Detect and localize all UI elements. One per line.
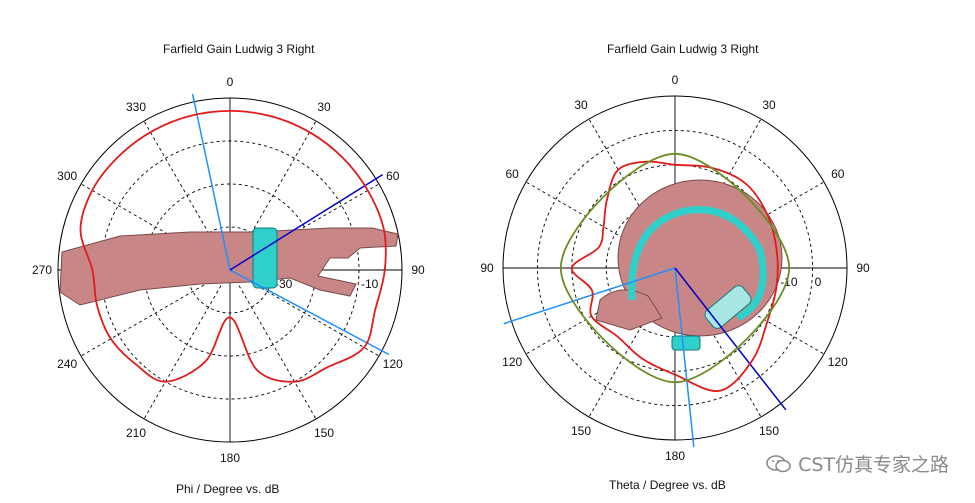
right-angle-label: 120 xyxy=(828,355,848,369)
left-angle-label: 120 xyxy=(383,357,403,371)
right-angle-label: 30 xyxy=(574,98,588,112)
right-angle-label: 60 xyxy=(506,167,520,181)
right-angle-label: 180 xyxy=(665,449,685,463)
left-reference-line xyxy=(191,93,231,271)
wechat-icon xyxy=(766,455,791,473)
right-radial-tick-label: 0 xyxy=(815,275,822,289)
left-angle-label: 60 xyxy=(386,169,400,183)
left-radial-tick-label: -30 xyxy=(275,277,293,291)
left-angle-label: 150 xyxy=(314,426,334,440)
right-plot-title: Farfield Gain Ludwig 3 Right xyxy=(607,42,759,56)
left-grid-spoke xyxy=(80,269,231,357)
left-angle-label: 240 xyxy=(57,357,77,371)
left-series-curve-0 xyxy=(79,109,387,383)
left-grid-spoke xyxy=(143,269,231,420)
left-grid-spoke xyxy=(229,269,380,357)
right-plot-xlabel: Theta / Degree vs. dB xyxy=(609,478,726,492)
device-model xyxy=(704,285,752,329)
left-grid-spoke xyxy=(143,120,231,271)
left-grid-spoke xyxy=(229,269,317,420)
left-plot-title: Farfield Gain Ludwig 3 Right xyxy=(163,42,315,56)
right-reference-line xyxy=(503,267,676,325)
right-grid-spoke xyxy=(588,267,676,418)
right-reference-line xyxy=(674,267,787,411)
left-grid-spoke xyxy=(229,183,380,271)
left-angle-label: 180 xyxy=(220,451,240,465)
left-plot-xlabel: Phi / Degree vs. dB xyxy=(176,482,280,496)
left-angle-label: 330 xyxy=(126,100,146,114)
left-grid-spoke xyxy=(229,120,317,271)
left-angle-label: 210 xyxy=(126,426,146,440)
left-angle-label: 270 xyxy=(32,263,52,277)
right-reference-line xyxy=(674,267,695,448)
right-angle-label: 120 xyxy=(502,355,522,369)
right-grid-spoke xyxy=(525,181,676,269)
right-angle-label: 150 xyxy=(759,424,779,438)
left-reference-line xyxy=(229,269,390,356)
left-reference-line xyxy=(229,173,384,271)
right-angle-label: 150 xyxy=(571,424,591,438)
wristband-model xyxy=(252,227,278,289)
watermark: CST仿真专家之路 xyxy=(766,450,949,477)
sensor-model xyxy=(671,335,701,351)
right-grid-spoke xyxy=(674,267,762,418)
right-angle-label: 0 xyxy=(672,73,679,87)
right-grid-spoke xyxy=(588,118,676,269)
right-angle-label: 60 xyxy=(831,167,845,181)
right-radial-tick-label: -10 xyxy=(780,275,798,289)
left-angle-label: 90 xyxy=(411,263,425,277)
left-angle-label: 300 xyxy=(57,169,77,183)
watermark-text: CST仿真专家之路 xyxy=(798,454,949,476)
right-angle-label: 30 xyxy=(762,98,776,112)
left-angle-label: 0 xyxy=(227,75,234,89)
right-angle-label: 90 xyxy=(480,261,494,275)
left-angle-label: 30 xyxy=(317,100,331,114)
left-grid-spoke xyxy=(80,183,231,271)
left-radial-tick-label: -10 xyxy=(361,277,379,291)
headband-model xyxy=(628,206,767,322)
right-angle-label: 90 xyxy=(856,261,870,275)
